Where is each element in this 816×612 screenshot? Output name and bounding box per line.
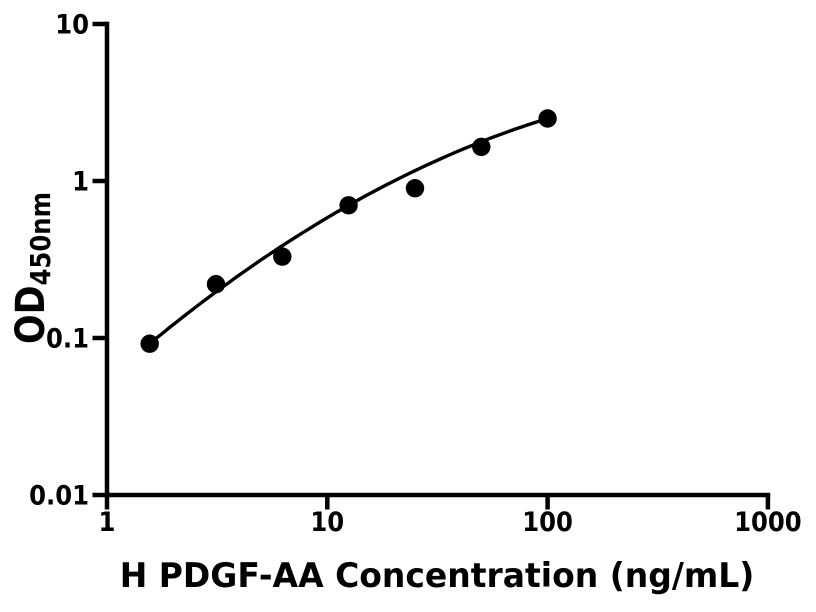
x-tick-label-100: 100 <box>522 507 573 539</box>
y-tick-label-0.1: 0.1 <box>46 323 89 355</box>
y-axis-title-subscript: 450nm <box>25 192 57 286</box>
x-tick-label-1: 1 <box>99 507 116 539</box>
y-axis-title: OD450nm <box>7 192 58 344</box>
data-point <box>405 179 425 198</box>
y-tick-label-10: 10 <box>55 9 89 41</box>
data-point <box>472 137 491 157</box>
plot-area <box>140 109 557 353</box>
data-point <box>140 334 159 353</box>
x-tick-label-10: 10 <box>310 507 344 539</box>
y-tick-label-1: 1 <box>72 166 89 198</box>
data-point <box>538 109 557 128</box>
y-axis-title-main: OD <box>7 286 54 344</box>
tick-labels: 1 10 100 1000 10 1 0.1 0.01 <box>29 9 802 538</box>
y-tick-label-0.01: 0.01 <box>29 480 89 512</box>
data-point <box>206 275 226 294</box>
tick-marks <box>92 21 771 510</box>
axis-spines <box>104 21 771 498</box>
data-point <box>273 247 292 266</box>
x-axis-title: H PDGF-AA Concentration (ng/mL) <box>120 556 755 596</box>
x-tick-label-1000: 1000 <box>734 507 802 539</box>
data-point <box>339 196 358 215</box>
